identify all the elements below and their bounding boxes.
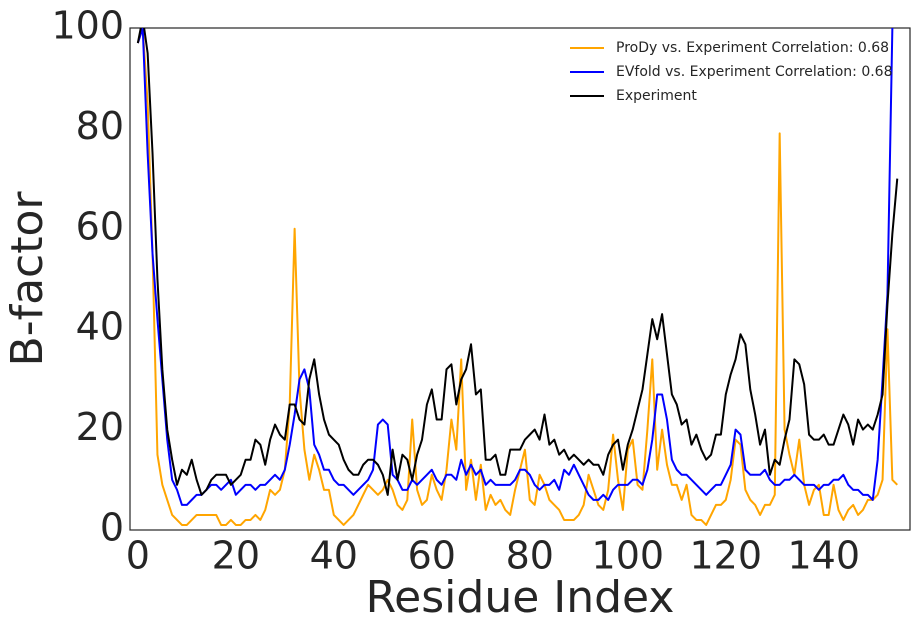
- x-tick-label: 140: [788, 534, 861, 578]
- x-tick-label: 40: [310, 534, 358, 578]
- lines: [136, 28, 899, 526]
- data-line: [136, 28, 899, 496]
- x-axis-label: Residue Index: [366, 572, 675, 623]
- x-tick-label: 0: [126, 534, 150, 578]
- x-tick-label: 60: [408, 534, 456, 578]
- legend-label: EVfold vs. Experiment Correlation: 0.68: [616, 64, 893, 80]
- x-tick-label: 100: [592, 534, 665, 578]
- plot-area: [129, 27, 911, 531]
- y-tick-label: 100: [51, 4, 124, 48]
- y-tick-label: 20: [76, 405, 124, 449]
- x-tick-label: 80: [506, 534, 554, 578]
- y-tick-label: 60: [76, 204, 124, 248]
- y-tick-label: 80: [76, 104, 124, 148]
- data-line: [136, 28, 898, 526]
- legend-label: Experiment: [616, 88, 697, 104]
- x-tick-label: 20: [212, 534, 260, 578]
- data-line: [136, 28, 894, 506]
- x-tick-label: 120: [690, 534, 763, 578]
- legend-label: ProDy vs. Experiment Correlation: 0.68: [616, 40, 889, 56]
- y-tick-label: 0: [100, 506, 124, 550]
- y-axis-label: B-factor: [2, 191, 53, 367]
- y-tick-label: 40: [76, 305, 124, 349]
